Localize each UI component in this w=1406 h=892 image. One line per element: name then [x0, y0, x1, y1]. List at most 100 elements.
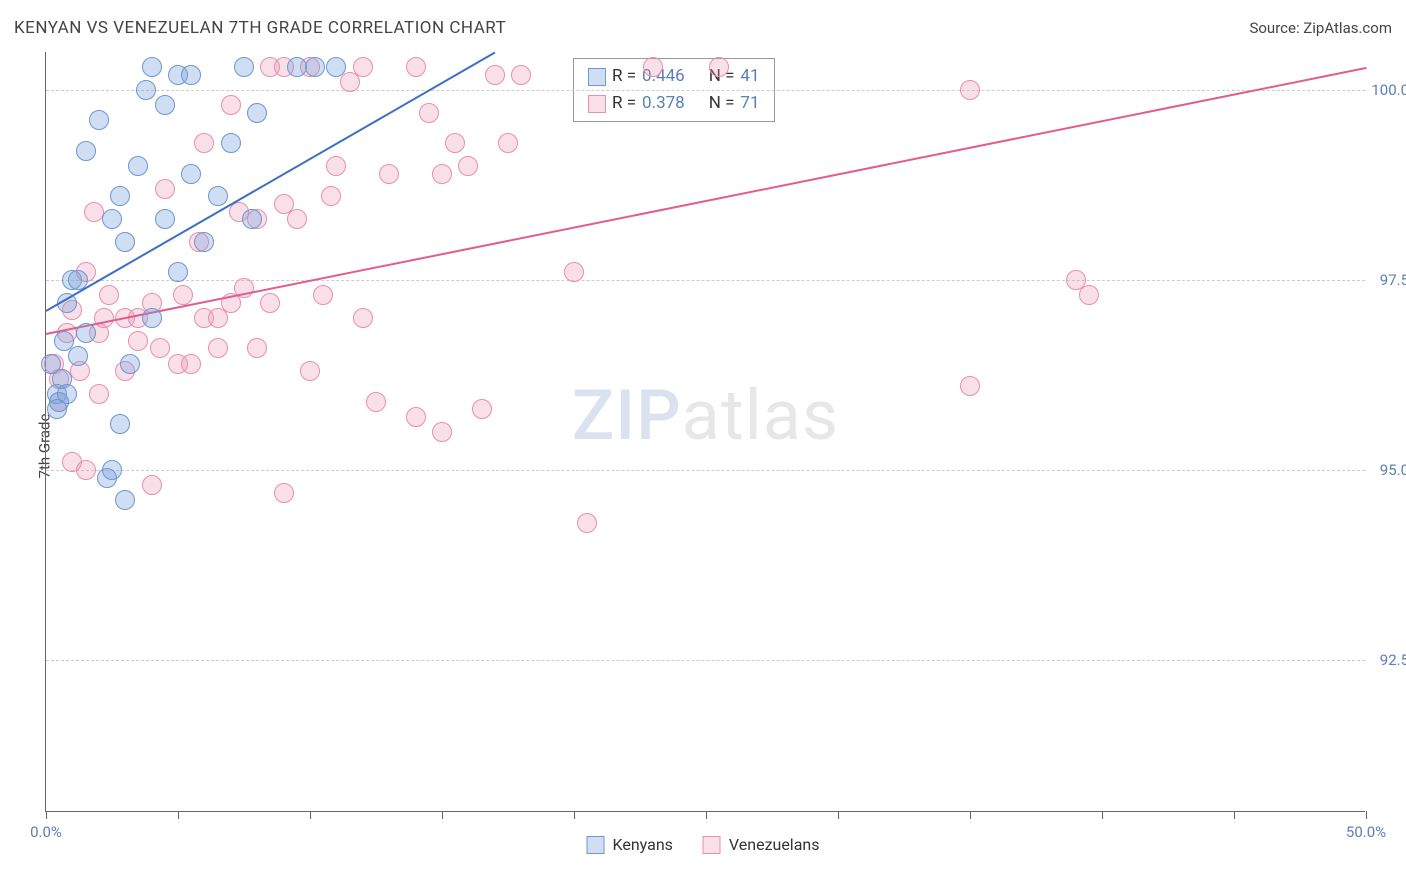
legend-row-venezuelans: R = 0.378N = 71 — [588, 90, 760, 117]
kenyans-point — [115, 232, 135, 252]
venezuelans-point — [960, 80, 980, 100]
venezuelans-point — [485, 65, 505, 85]
venezuelans-point — [419, 103, 439, 123]
venezuelans-point — [432, 422, 452, 442]
r-value: 0.378 — [642, 90, 685, 117]
bottom-legend-venezuelans: Venezuelans — [703, 835, 820, 854]
venezuelans-point — [643, 57, 663, 77]
kenyans-point — [142, 308, 162, 328]
venezuelans-point — [260, 293, 280, 313]
kenyans-point — [194, 232, 214, 252]
chart-title: KENYAN VS VENEZUELAN 7TH GRADE CORRELATI… — [14, 18, 506, 38]
gridline — [46, 470, 1365, 471]
venezuelans-point — [353, 308, 373, 328]
venezuelans-point — [128, 331, 148, 351]
venezuelans-point — [406, 407, 426, 427]
venezuelans-point — [564, 262, 584, 282]
x-tick — [1234, 811, 1235, 819]
gridline — [46, 90, 1365, 91]
venezuelans-point — [577, 513, 597, 533]
venezuelans-swatch-icon — [703, 836, 721, 854]
kenyans-point — [181, 164, 201, 184]
kenyans-point — [221, 133, 241, 153]
watermark-zip: ZIP — [572, 375, 682, 457]
kenyans-point — [76, 141, 96, 161]
y-tick-label: 95.0% — [1380, 461, 1406, 479]
kenyans-point — [208, 186, 228, 206]
venezuelans-point — [208, 338, 228, 358]
series-legend: Kenyans Venezuelans — [587, 835, 820, 854]
kenyans-point — [155, 209, 175, 229]
kenyans-point — [102, 460, 122, 480]
kenyans-point — [128, 156, 148, 176]
x-tick — [310, 811, 311, 819]
venezuelans-point — [287, 209, 307, 229]
venezuelans-point — [960, 376, 980, 396]
kenyans-point — [68, 346, 88, 366]
venezuelans-point — [155, 179, 175, 199]
kenyans-point — [110, 414, 130, 434]
venezuelans-point — [1079, 285, 1099, 305]
r-label: R = — [612, 90, 636, 117]
kenyans-legend-label: Kenyans — [613, 835, 673, 854]
venezuelans-point — [379, 164, 399, 184]
venezuelans-point — [432, 164, 452, 184]
kenyans-point — [234, 57, 254, 77]
venezuelans-point — [709, 57, 729, 77]
kenyans-point — [326, 57, 346, 77]
kenyans-point — [155, 95, 175, 115]
kenyans-point — [115, 490, 135, 510]
venezuelans-point — [173, 285, 193, 305]
venezuelans-point — [150, 338, 170, 358]
venezuelans-point — [247, 338, 267, 358]
venezuelans-point — [472, 399, 492, 419]
venezuelans-point — [326, 156, 346, 176]
y-tick-label: 97.5% — [1380, 271, 1406, 289]
kenyans-swatch-icon — [587, 836, 605, 854]
venezuelans-point — [89, 384, 109, 404]
kenyans-point — [247, 103, 267, 123]
venezuelans-point — [511, 65, 531, 85]
venezuelans-point — [76, 460, 96, 480]
venezuelans-point — [221, 95, 241, 115]
venezuelans-point — [194, 133, 214, 153]
n-value: 71 — [740, 90, 759, 117]
kenyans-point — [76, 323, 96, 343]
kenyans-point — [120, 354, 140, 374]
kenyans-trendline — [46, 52, 496, 312]
venezuelans-point — [321, 186, 341, 206]
x-tick — [970, 811, 971, 819]
legend-row-kenyans: R = 0.446N = 41 — [588, 63, 760, 90]
x-tick — [178, 811, 179, 819]
venezuelans-point — [84, 202, 104, 222]
venezuelans-point — [181, 354, 201, 374]
venezuelans-point — [353, 57, 373, 77]
x-tick — [838, 811, 839, 819]
venezuelans-legend-label: Venezuelans — [729, 835, 820, 854]
watermark-atlas: atlas — [682, 375, 839, 457]
kenyans-point — [242, 209, 262, 229]
venezuelans-point — [313, 285, 333, 305]
n-value: 41 — [740, 63, 759, 90]
bottom-legend-kenyans: Kenyans — [587, 835, 673, 854]
venezuelans-point — [366, 392, 386, 412]
venezuelans-swatch — [588, 95, 606, 113]
venezuelans-point — [406, 57, 426, 77]
kenyans-point — [57, 384, 77, 404]
y-tick-label: 100.0% — [1371, 81, 1406, 99]
kenyans-point — [181, 65, 201, 85]
venezuelans-point — [498, 133, 518, 153]
venezuelans-point — [300, 361, 320, 381]
venezuelans-point — [274, 483, 294, 503]
kenyans-point — [102, 209, 122, 229]
kenyans-point — [305, 57, 325, 77]
kenyans-swatch — [588, 68, 606, 86]
venezuelans-point — [99, 285, 119, 305]
x-tick — [1102, 811, 1103, 819]
x-tick — [46, 811, 47, 819]
y-tick-label: 92.5% — [1380, 651, 1406, 669]
kenyans-point — [287, 57, 307, 77]
x-tick — [442, 811, 443, 819]
source-label: Source: ZipAtlas.com — [1249, 19, 1392, 37]
venezuelans-point — [445, 133, 465, 153]
